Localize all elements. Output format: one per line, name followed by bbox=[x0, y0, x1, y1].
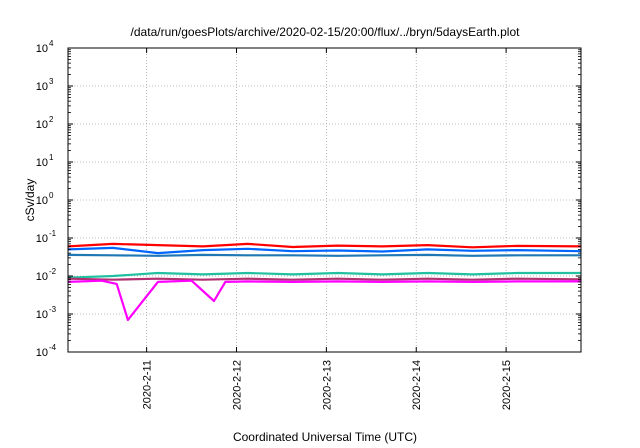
y-tick-exponent: -1 bbox=[49, 229, 57, 238]
y-tick-base: 10 bbox=[36, 309, 48, 321]
series-group bbox=[67, 242, 582, 321]
y-tick-exponent: -2 bbox=[49, 267, 57, 276]
y-tick-label: 10 bbox=[36, 43, 48, 55]
series-line-6 bbox=[67, 279, 581, 321]
x-tick-label: 2020-2-13 bbox=[321, 360, 333, 410]
y-tick-exponent: 3 bbox=[49, 77, 54, 86]
y-tick-base: 10 bbox=[36, 81, 48, 93]
y-tick-exponent: 0 bbox=[49, 191, 54, 200]
y-tick-base: 10 bbox=[36, 43, 48, 55]
y-tick-label: 10 bbox=[36, 347, 48, 359]
y-tick-base: 10 bbox=[36, 271, 48, 283]
series-line-3 bbox=[67, 253, 581, 257]
plot-frame bbox=[67, 47, 582, 353]
y-tick-label: 10 bbox=[36, 309, 48, 321]
series-line-1 bbox=[67, 242, 582, 249]
y-tick-label: 10 bbox=[36, 233, 48, 245]
series-line-5 bbox=[67, 277, 582, 281]
x-tick-label: 2020-2-11 bbox=[142, 360, 154, 409]
y-tick-label: 10 bbox=[36, 119, 48, 131]
y-tick-base: 10 bbox=[36, 195, 48, 207]
series-line-4 bbox=[67, 271, 581, 279]
y-tick-label: 10 bbox=[36, 195, 48, 207]
x-ticks: 2020-2-11 2020-2-12 2020-2-13 2020-2-14 2020… bbox=[142, 48, 513, 410]
y-tick-base: 10 bbox=[36, 233, 48, 245]
grid bbox=[68, 48, 581, 352]
y-tick-exponent: 2 bbox=[49, 115, 54, 124]
y-tick-label: 10 bbox=[36, 271, 48, 283]
y-tick-base: 10 bbox=[36, 347, 48, 359]
y-tick-exponent: -4 bbox=[49, 343, 57, 352]
y-tick-label: 10 bbox=[36, 81, 48, 93]
x-axis-label: Coordinated Universal Time (UTC) bbox=[233, 430, 417, 444]
x-tick-label: 2020-2-12 bbox=[232, 360, 244, 410]
y-tick-exponent: -3 bbox=[49, 305, 57, 314]
y-axis-label: cSv/day bbox=[23, 179, 37, 222]
y-tick-base: 10 bbox=[36, 119, 48, 131]
y-tick-base: 10 bbox=[36, 157, 48, 169]
plot-border bbox=[67, 47, 582, 353]
y-tick-label: 10 bbox=[36, 157, 48, 169]
chart-title: /data/run/goesPlots/archive/2020-02-15/2… bbox=[131, 25, 521, 39]
series-line-2 bbox=[67, 246, 582, 255]
y-tick-exponent: 1 bbox=[49, 153, 54, 162]
x-tick-label: 2020-2-15 bbox=[501, 360, 513, 410]
x-tick-label: 2020-2-14 bbox=[411, 360, 423, 410]
y-tick-exponent: 4 bbox=[49, 39, 54, 48]
